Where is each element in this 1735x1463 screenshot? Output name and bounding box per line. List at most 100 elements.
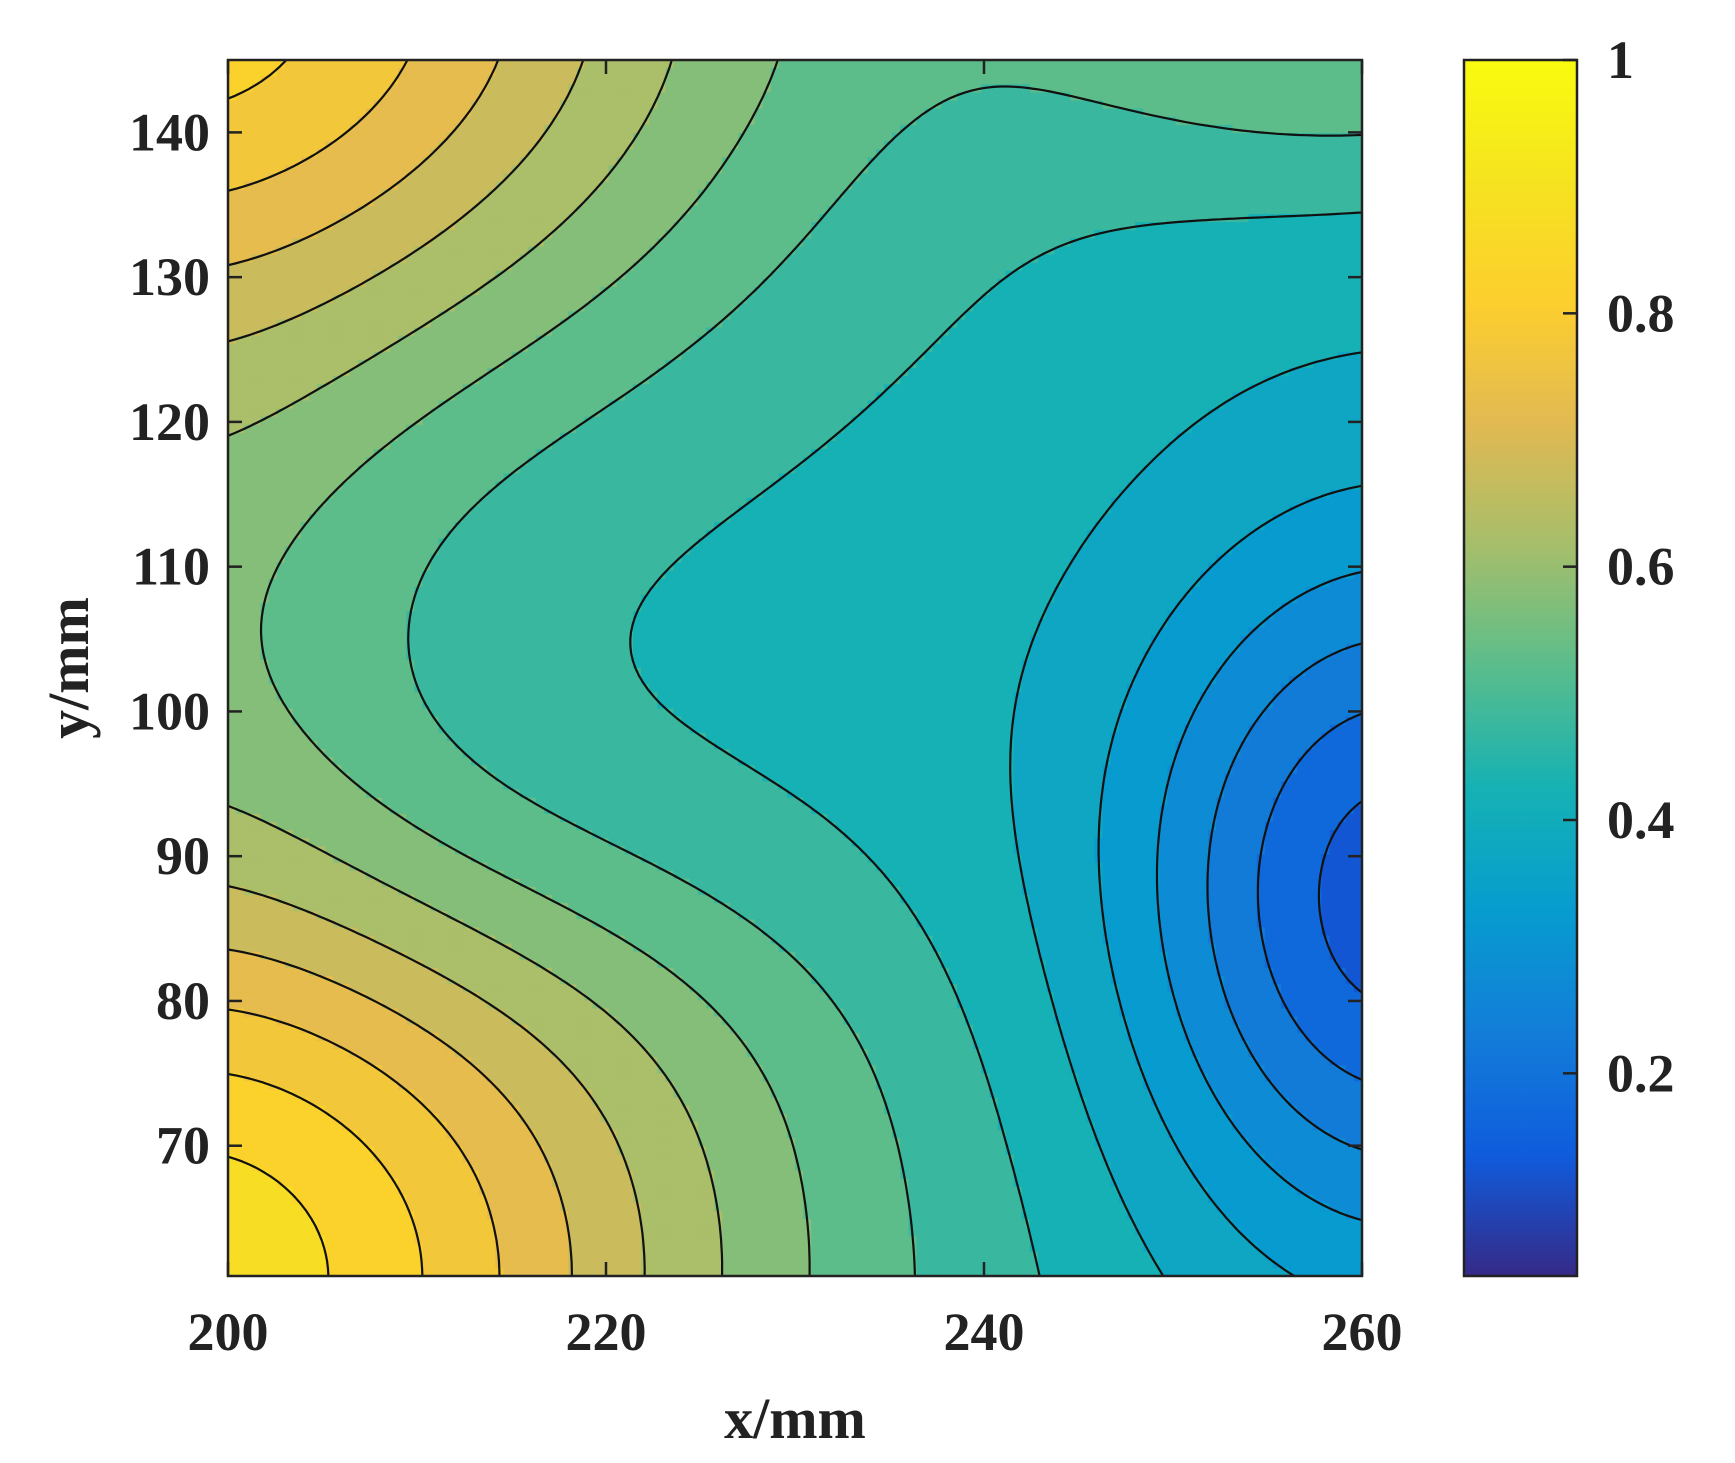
contour-fill-cell (827, 230, 836, 239)
contour-fill-cell (455, 246, 464, 255)
contour-fill-cell (414, 279, 423, 288)
contour-fill-cell (908, 255, 917, 264)
contour-fill-cell (366, 149, 375, 158)
contour-fill-cell (390, 141, 399, 150)
contour-fill-cell (803, 141, 812, 150)
contour-fill-cell (819, 238, 828, 247)
contour-fill-cell (260, 190, 269, 199)
contour-fill-cell (625, 182, 634, 191)
contour-fill-cell (1143, 255, 1152, 264)
contour-fill-cell (398, 279, 407, 288)
contour-fill-cell (471, 190, 480, 199)
contour-fill-cell (1038, 76, 1047, 85)
contour-fill-cell (755, 125, 764, 134)
contour-fill-cell (301, 328, 310, 337)
contour-fill-cell (795, 271, 804, 280)
contour-fill-cell (503, 238, 512, 247)
contour-fill-cell (576, 92, 585, 101)
contour-fill-cell (1046, 328, 1055, 337)
contour-fill-cell (665, 271, 674, 280)
contour-fill-cell (1127, 76, 1136, 85)
contour-fill-cell (738, 328, 747, 337)
contour-fill-cell (439, 60, 448, 69)
contour-fill-cell (722, 165, 731, 174)
contour-fill-cell (1241, 230, 1250, 239)
contour-fill-cell (576, 149, 585, 158)
contour-fill-cell (317, 344, 326, 353)
contour-fill-cell (301, 92, 310, 101)
contour-fill-cell (1030, 328, 1039, 337)
contour-fill-cell (625, 125, 634, 134)
contour-fill-cell (1014, 141, 1023, 150)
contour-fill-cell (844, 76, 853, 85)
contour-fill-cell (1014, 336, 1023, 345)
contour-fill-cell (1257, 319, 1266, 328)
contour-fill-cell (228, 238, 237, 247)
contour-fill-cell (698, 206, 707, 215)
contour-fill-cell (941, 238, 950, 247)
contour-fill-cell (973, 60, 982, 69)
contour-fill-cell (771, 125, 780, 134)
contour-fill-cell (1313, 133, 1322, 142)
contour-fill-cell (625, 84, 634, 93)
contour-fill-cell (1289, 255, 1298, 264)
contour-fill-cell (584, 271, 593, 280)
contour-fill-cell (763, 149, 772, 158)
contour-fill-cell (422, 101, 431, 110)
contour-fill-cell (463, 311, 472, 320)
contour-fill-cell (1046, 190, 1055, 199)
contour-fill-cell (350, 141, 359, 150)
contour-fill-cell (1143, 295, 1152, 304)
contour-fill-cell (536, 68, 545, 77)
contour-fill-cell (358, 295, 367, 304)
contour-fill-cell (1297, 92, 1306, 101)
contour-fill-cell (560, 117, 569, 126)
contour-fill-cell (884, 246, 893, 255)
contour-fill-cell (358, 230, 367, 239)
contour-fill-cell (682, 303, 691, 312)
contour-fill-cell (1022, 117, 1031, 126)
contour-fill-cell (763, 190, 772, 199)
contour-fill-cell (228, 230, 237, 239)
contour-fill-cell (1192, 263, 1201, 272)
contour-fill-cell (811, 295, 820, 304)
contour-fill-cell (1281, 271, 1290, 280)
contour-fill-cell (649, 141, 658, 150)
contour-fill-cell (1111, 125, 1120, 134)
contour-fill-cell (1062, 214, 1071, 223)
contour-fill-cell (1338, 60, 1347, 69)
contour-fill-cell (827, 246, 836, 255)
contour-fill-cell (1241, 68, 1250, 77)
contour-fill-cell (1103, 246, 1112, 255)
contour-fill-cell (1014, 133, 1023, 142)
contour-fill-cell (657, 206, 666, 215)
contour-fill-cell (1305, 255, 1314, 264)
contour-fill-cell (1257, 141, 1266, 150)
contour-fill-cell (1030, 101, 1039, 110)
contour-fill-cell (998, 255, 1007, 264)
contour-fill-cell (374, 133, 383, 142)
contour-fill-cell (576, 246, 585, 255)
contour-fill-cell (244, 190, 253, 199)
contour-fill-cell (633, 344, 642, 353)
contour-fill-cell (738, 271, 747, 280)
contour-fill-cell (366, 117, 375, 126)
contour-fill-cell (763, 157, 772, 166)
contour-fill-cell (350, 328, 359, 337)
contour-fill-cell (876, 157, 885, 166)
contour-fill-cell (1322, 190, 1331, 199)
contour-fill-cell (398, 84, 407, 93)
contour-fill-cell (341, 157, 350, 166)
contour-fill-cell (1054, 230, 1063, 239)
contour-fill-cell (1289, 60, 1298, 69)
contour-fill-cell (431, 125, 440, 134)
contour-fill-cell (998, 101, 1007, 110)
contour-fill-cell (674, 263, 683, 272)
contour-fill-cell (1305, 279, 1314, 288)
contour-fill-cell (1224, 165, 1233, 174)
contour-fill-cell (374, 238, 383, 247)
contour-fill-cell (1119, 271, 1128, 280)
contour-fill-cell (1095, 149, 1104, 158)
contour-fill-cell (973, 344, 982, 353)
contour-fill-cell (269, 76, 278, 85)
